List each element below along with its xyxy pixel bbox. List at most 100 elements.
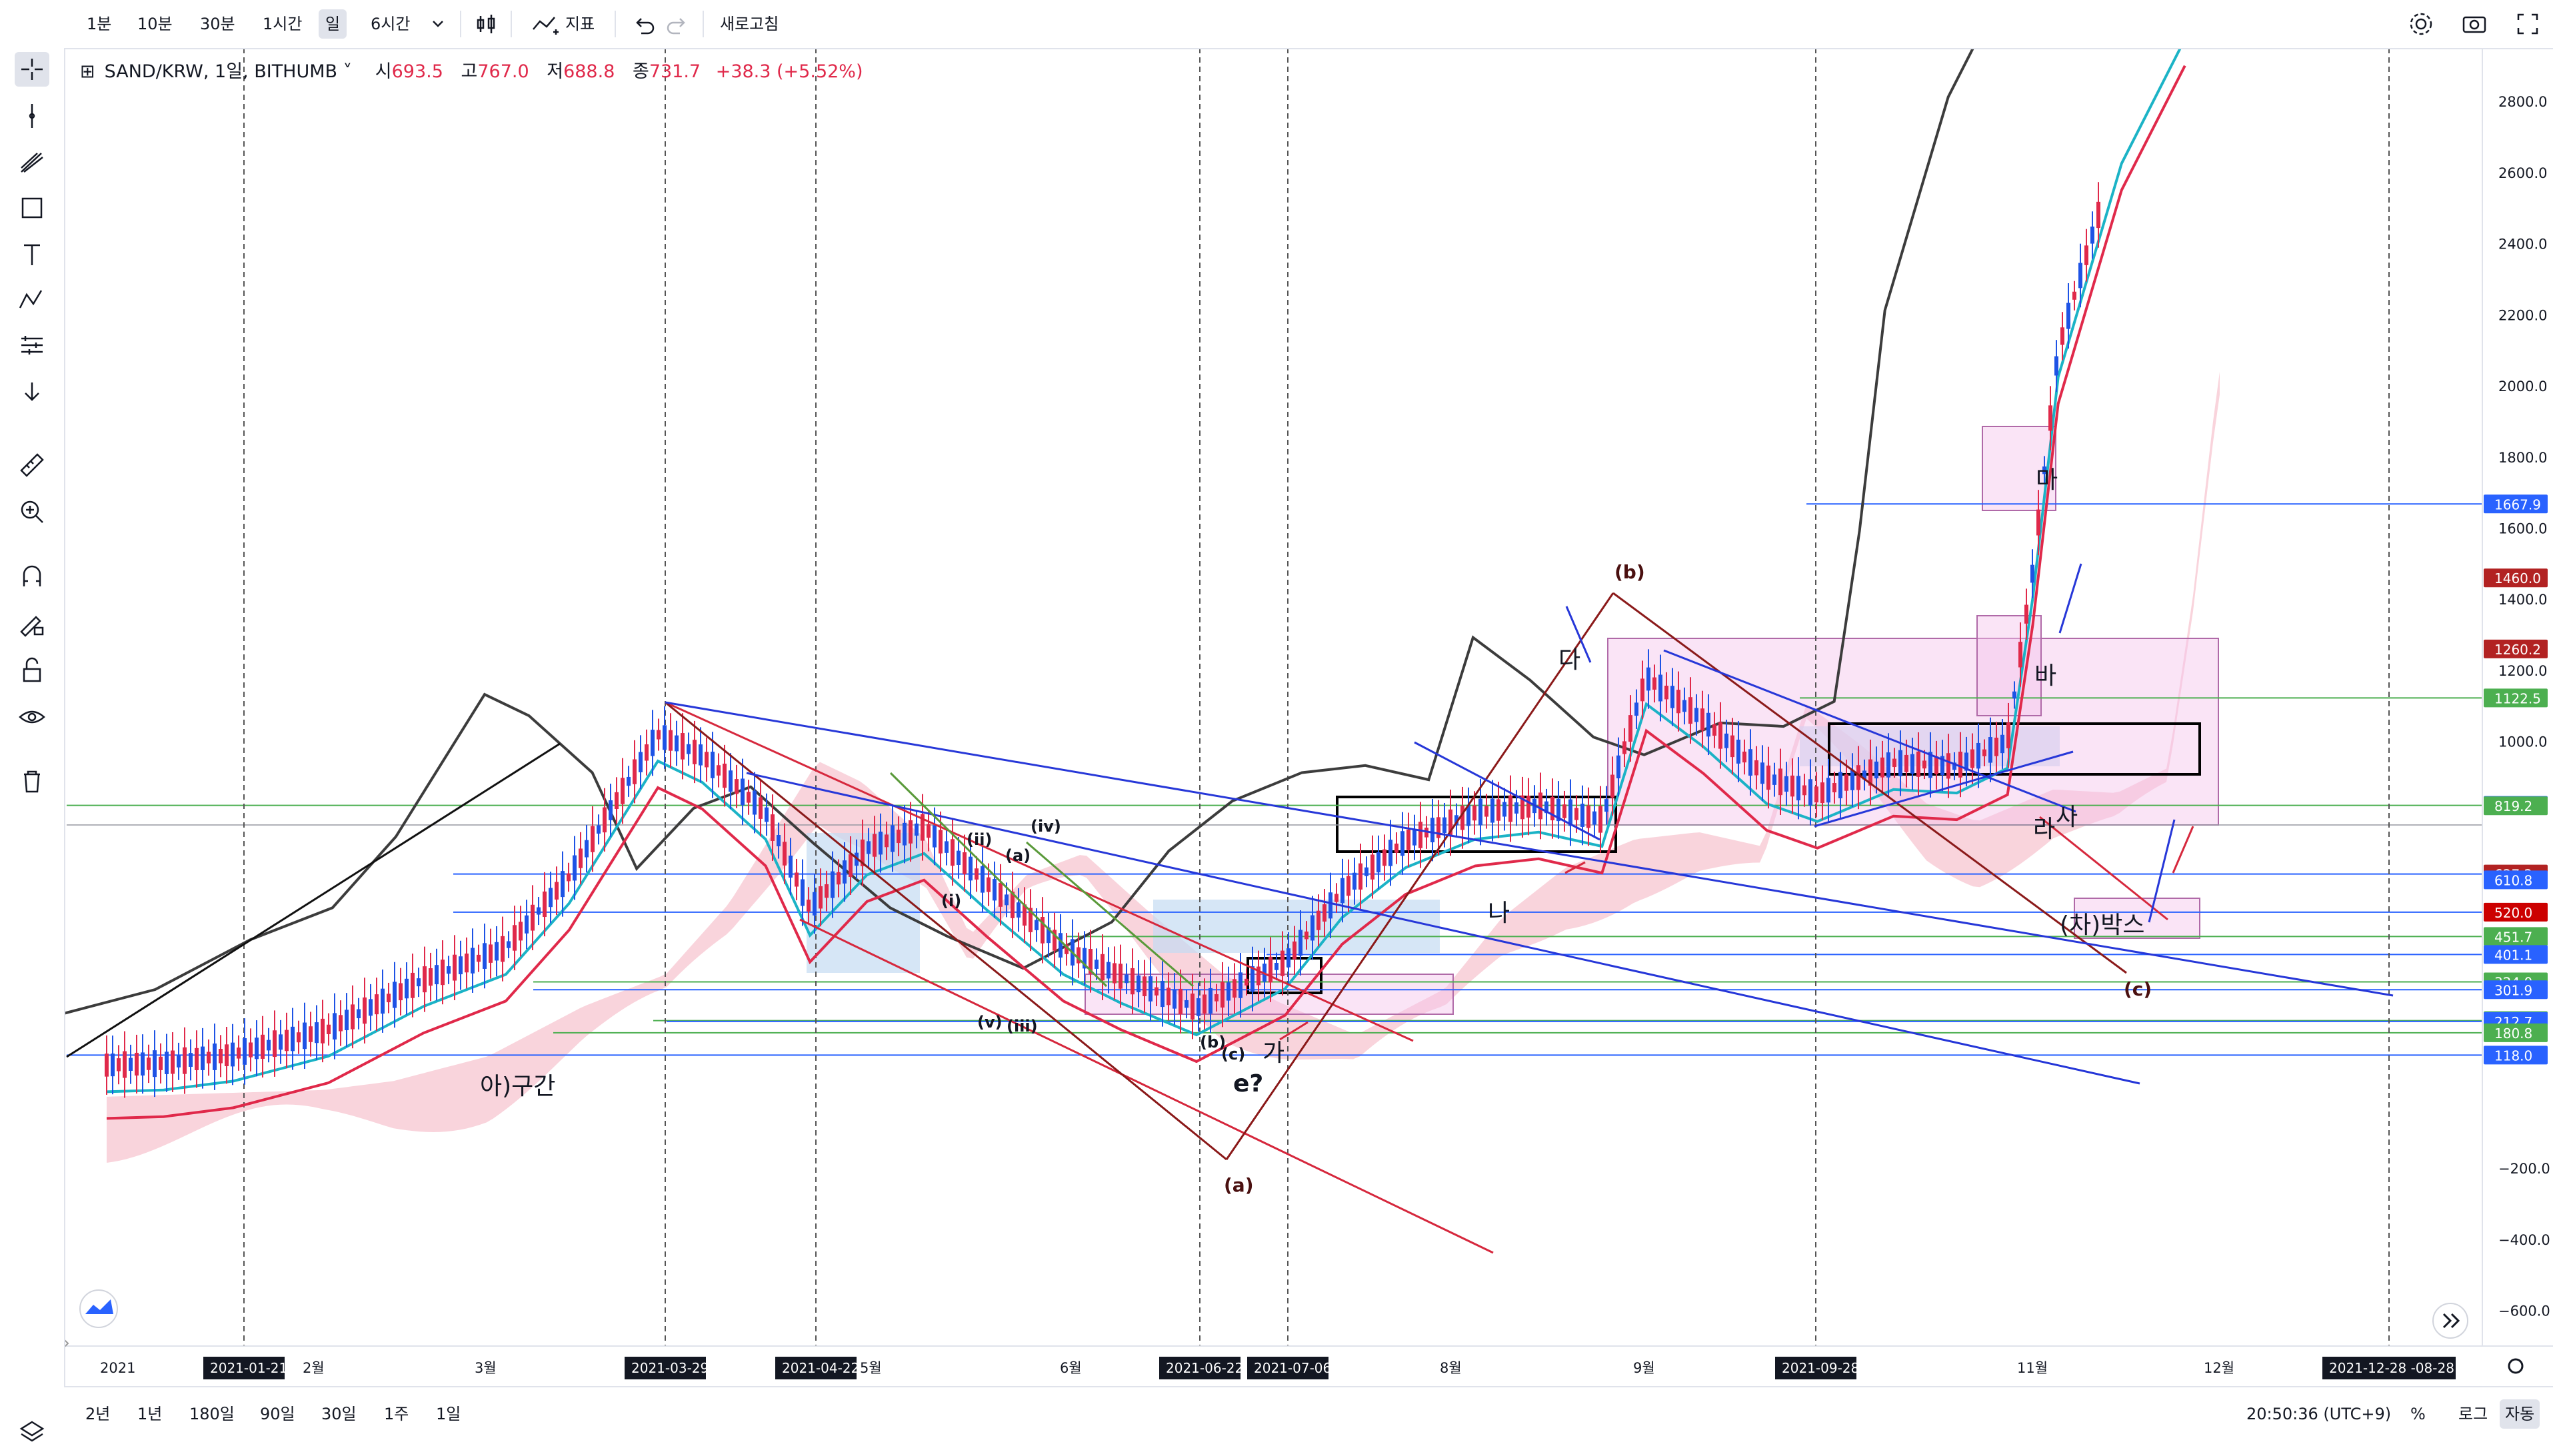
date-marker-bg	[625, 1357, 706, 1379]
candle-body	[999, 882, 1003, 907]
indicators-icon[interactable]	[524, 9, 568, 39]
unlock-icon[interactable]	[15, 653, 49, 688]
rectangle-tool-icon[interactable]	[15, 191, 49, 225]
interval-1d[interactable]: 일	[319, 9, 347, 39]
candle-body	[405, 978, 409, 999]
interval-30m[interactable]: 30분	[200, 15, 235, 33]
symbol-label[interactable]: SAND/KRW, 1일, BITHUMB	[104, 61, 338, 82]
redo-icon[interactable]	[660, 9, 696, 39]
interval-10m[interactable]: 10분	[137, 15, 173, 33]
candle-body	[1394, 843, 1398, 853]
x-tick-label: 6월	[1060, 1360, 1082, 1376]
interval-6h[interactable]: 6시간	[371, 15, 411, 33]
candle-body	[1958, 752, 1962, 778]
text-tool-icon[interactable]	[15, 237, 49, 272]
legend-collapse-icon[interactable]: ⊞	[80, 61, 95, 82]
candle-body	[987, 877, 991, 892]
ruler-icon[interactable]	[15, 448, 49, 482]
zoom-in-icon[interactable]	[15, 494, 49, 529]
clock-time[interactable]: 20:50:36 (UTC+9)	[2246, 1405, 2392, 1423]
trash-icon[interactable]	[15, 764, 49, 798]
candle-body	[1430, 818, 1434, 843]
candle-body	[825, 884, 829, 898]
refresh-button[interactable]: 새로고침	[720, 15, 779, 33]
indicators-button[interactable]: 지표	[565, 15, 595, 33]
annotation-label: (a)	[1224, 1174, 1254, 1196]
interval-dropdown-chevron-icon[interactable]	[424, 9, 452, 39]
arrow-down-icon[interactable]	[15, 374, 49, 409]
log-toggle[interactable]: 로그	[2458, 1405, 2488, 1423]
trend-line-icon[interactable]	[15, 99, 49, 133]
candle-body	[2042, 466, 2046, 474]
price-label-bg	[2484, 927, 2548, 946]
candle-body	[1490, 798, 1494, 823]
fullscreen-icon[interactable]	[2506, 9, 2549, 39]
candle-body	[591, 826, 595, 852]
candle-body	[1215, 994, 1219, 1002]
symbol-chevron-icon[interactable]: ˅	[337, 61, 353, 82]
candle-body	[2000, 734, 2004, 754]
candle-body	[381, 988, 385, 1014]
candle-body	[861, 839, 865, 866]
magnet-icon[interactable]	[15, 560, 49, 594]
annotation-label: 다	[1558, 646, 1580, 674]
price-label-bg	[2484, 1023, 2548, 1042]
x-tick-label: 9월	[1633, 1360, 1655, 1376]
candle-body	[1358, 863, 1362, 890]
auto-toggle[interactable]: 자동	[2500, 1399, 2540, 1429]
range-1d[interactable]: 1일	[436, 1405, 461, 1423]
range-180d[interactable]: 180일	[189, 1405, 235, 1423]
candle-body	[2024, 604, 2028, 624]
candle-body	[1730, 735, 1734, 758]
candle-body	[1520, 795, 1524, 820]
candle-body	[1221, 982, 1225, 1008]
candle-body	[171, 1050, 175, 1074]
candle-body	[1077, 947, 1081, 964]
camera-icon[interactable]	[2453, 9, 2496, 39]
candle-body	[1292, 941, 1296, 960]
candle-body	[1562, 804, 1566, 818]
candle-body	[927, 824, 931, 838]
eye-icon[interactable]	[15, 700, 49, 734]
interval-1m[interactable]: 1분	[87, 15, 112, 33]
candle-body	[813, 892, 817, 916]
candle-body	[1784, 776, 1788, 792]
range-30d[interactable]: 30일	[321, 1405, 357, 1423]
double-chevron-right-icon	[2442, 1313, 2460, 1329]
undo-icon[interactable]	[625, 9, 661, 39]
candle-body	[1119, 964, 1123, 989]
date-marker-label: 2021-03-29	[631, 1360, 709, 1376]
annotation-line-15	[2058, 563, 2082, 634]
candle-body	[321, 1018, 325, 1044]
y-tick-label: 2000.0	[2498, 378, 2547, 394]
layers-icon[interactable]	[15, 1414, 49, 1449]
price-label: 1122.5	[2494, 690, 2541, 706]
range-1y[interactable]: 1년	[137, 1405, 163, 1423]
range-2y[interactable]: 2년	[85, 1405, 111, 1423]
lock-drawing-icon[interactable]	[15, 606, 49, 641]
pattern-tool-icon[interactable]	[15, 283, 49, 317]
annotation-label: 나	[1488, 900, 1510, 927]
range-1w[interactable]: 1주	[384, 1405, 409, 1423]
range-90d[interactable]: 90일	[260, 1405, 295, 1423]
candle-body	[1101, 954, 1105, 981]
candle-body	[1412, 829, 1416, 846]
candle-type-icon[interactable]	[468, 9, 504, 39]
measure-tool-icon[interactable]	[15, 328, 49, 363]
candle-body	[279, 1034, 283, 1050]
candle-body	[1598, 806, 1602, 833]
candle-body	[1802, 785, 1806, 796]
settings-gear-icon[interactable]	[2400, 9, 2442, 39]
interval-1h[interactable]: 1시간	[263, 15, 303, 33]
percent-toggle[interactable]: %	[2410, 1405, 2426, 1423]
crosshair-icon[interactable]	[15, 52, 49, 87]
open-value: 693.5	[391, 61, 443, 82]
annotation-line-1	[799, 918, 1494, 1254]
candle-body	[357, 1009, 361, 1019]
fib-tool-icon[interactable]	[15, 145, 49, 180]
candle-body	[849, 854, 853, 877]
candle-body	[141, 1052, 145, 1076]
annotation-line-3	[1225, 592, 1614, 1160]
candle-body	[1227, 982, 1231, 1001]
